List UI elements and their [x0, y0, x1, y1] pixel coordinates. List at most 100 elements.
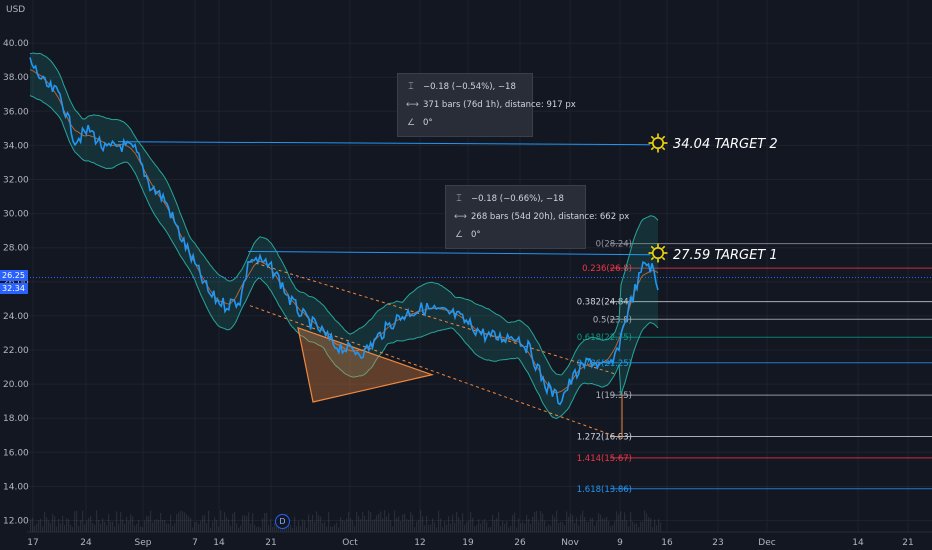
volume-bar	[410, 512, 412, 532]
x-tick-label: 21	[902, 538, 913, 548]
volume-bar	[638, 527, 640, 532]
volume-bar	[612, 525, 614, 532]
y-tick-label: 20.00	[3, 380, 29, 390]
y-tick-label: 36.00	[3, 107, 29, 117]
volume-bar	[180, 510, 182, 532]
y-tick-label: 18.00	[3, 414, 29, 424]
volume-bar	[364, 515, 366, 532]
volume-bar	[172, 525, 174, 532]
volume-bar	[372, 520, 374, 532]
volume-bar	[498, 511, 500, 532]
volume-bar	[296, 526, 298, 532]
volume-bar	[424, 525, 426, 532]
measure-tooltip-1[interactable]: ⌶ −0.18 (−0.54%), −18 ⟷ 371 bars (76d 1h),…	[397, 73, 576, 137]
volume-bar	[164, 520, 166, 532]
measure-1-price: −0.18 (−0.54%), −18	[423, 82, 516, 92]
volume-bar	[82, 510, 84, 532]
volume-bar	[198, 524, 200, 532]
y-tick-label: 12.00	[3, 517, 29, 527]
volume-bar	[648, 516, 650, 532]
volume-bar	[80, 520, 82, 532]
volume-bar	[330, 526, 332, 532]
y-tick-label: 38.00	[3, 73, 29, 83]
target-1-line	[247, 250, 651, 256]
volume-bar	[274, 522, 276, 532]
volume-bar	[142, 527, 144, 532]
volume-bar	[522, 521, 524, 532]
fib-label: 0.786(21.25)	[577, 359, 632, 369]
volume-bar	[414, 527, 416, 532]
measure-1-bars: 371 bars (76d 1h), distance: 917 px	[423, 100, 576, 110]
volume-bar	[44, 512, 46, 532]
volume-bar	[604, 518, 606, 532]
volume-bar	[232, 513, 234, 532]
volume-bar	[234, 511, 236, 532]
volume-bar	[304, 520, 306, 532]
volume-bar	[558, 523, 560, 532]
volume-bar	[406, 518, 408, 532]
volume-bar	[566, 511, 568, 532]
volume-bar	[190, 518, 192, 532]
volume-bar	[350, 518, 352, 532]
volume-bar	[112, 521, 114, 532]
volume-bar	[194, 522, 196, 532]
volume-bar	[446, 524, 448, 532]
volume-bar	[360, 519, 362, 532]
bars-range-icon: ⟷	[406, 100, 419, 110]
volume-bar	[428, 524, 430, 532]
volume-bar	[246, 516, 248, 532]
volume-bar	[468, 520, 470, 532]
volume-bar	[354, 525, 356, 532]
volume-bar	[94, 524, 96, 532]
measure-tooltip-2[interactable]: ⌶ −0.18 (−0.66%), −18 ⟷ 268 bars (54d 20h)…	[445, 185, 629, 249]
volume-bar	[340, 517, 342, 532]
volume-bar	[620, 511, 622, 532]
volume-bar	[320, 516, 322, 532]
volume-bar	[618, 514, 620, 532]
volume-bar	[496, 518, 498, 532]
measure-2-angle: 0°	[471, 230, 481, 240]
band-lower	[29, 95, 659, 420]
volume-bar	[298, 520, 300, 532]
dividend-event-badge[interactable]: D	[275, 514, 290, 529]
volume-bar	[54, 516, 56, 532]
volume-bar	[78, 525, 80, 532]
x-tick-label: 23	[712, 538, 723, 548]
x-tick-label: 7	[192, 538, 198, 548]
volume-bar	[292, 527, 294, 532]
volume-bar	[254, 524, 256, 532]
fib-label: 0.382(24.84)	[577, 298, 632, 308]
volume-bar	[306, 527, 308, 532]
volume-bar	[510, 525, 512, 532]
volume-bar	[228, 519, 230, 532]
x-axis: 17 24 Sep 7 14 21 Oct 12 19 26 Nov 9 16 23 Dec 14 21	[27, 531, 932, 548]
volume-bar	[168, 523, 170, 532]
x-tick-label: 12	[414, 538, 425, 548]
volume-bar	[550, 525, 552, 532]
volume-bar	[278, 526, 280, 532]
volume-bar	[634, 523, 636, 532]
measure-1-angle: 0°	[423, 118, 433, 128]
volume-bar	[50, 522, 52, 532]
volume-bar	[156, 519, 158, 532]
volume-bar	[192, 527, 194, 532]
volume-bar	[322, 523, 324, 532]
volume-bar	[116, 511, 118, 532]
target-2-line	[117, 141, 651, 146]
volume-bar	[132, 516, 134, 532]
volume-bar	[250, 523, 252, 532]
volume-bar	[516, 527, 518, 532]
volume-bar	[562, 522, 564, 532]
volume-bar	[626, 520, 628, 532]
volume-bar	[412, 515, 414, 532]
price-badge-secondary: 32.34	[0, 283, 28, 294]
target-2-label: 34.04 TARGET 2	[673, 137, 778, 152]
volume-bar	[32, 517, 34, 532]
volume-bar	[376, 515, 378, 532]
price-range-icon: ⌶	[408, 82, 414, 92]
volume-bar	[624, 512, 626, 532]
volume-bar	[438, 510, 440, 532]
volume-bar	[242, 515, 244, 532]
volume-bar	[62, 515, 64, 532]
volume-bar	[632, 521, 634, 532]
